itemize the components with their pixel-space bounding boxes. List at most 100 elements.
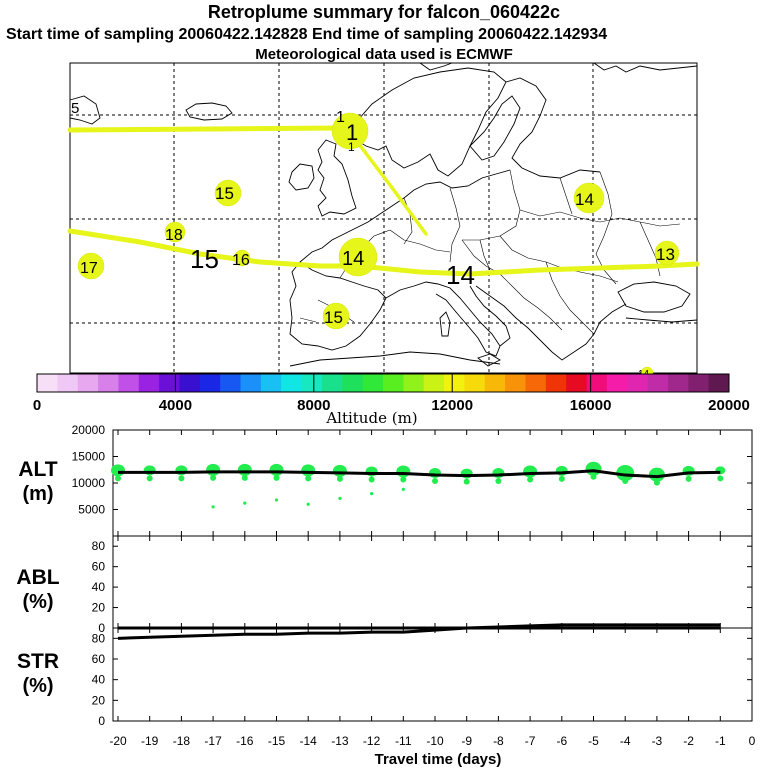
alt-cluster-marker bbox=[527, 476, 534, 483]
colorbar-tick-label: 4000 bbox=[159, 397, 192, 414]
x-tick-label: -14 bbox=[300, 734, 318, 748]
map-labels: 5 1 1 1 15 14 18 17 15 16 14 14 13 15 14 bbox=[71, 100, 675, 380]
colorbar-swatch bbox=[138, 374, 160, 392]
colorbar-swatch bbox=[321, 374, 343, 392]
map-label: 15 bbox=[324, 308, 343, 327]
x-tick-label: -5 bbox=[588, 734, 599, 748]
alt-cluster-marker bbox=[622, 478, 629, 485]
colorbar-swatch bbox=[525, 374, 547, 392]
cluster-circle bbox=[331, 112, 369, 150]
cluster-circle bbox=[322, 302, 350, 330]
colorbar-swatch bbox=[159, 374, 180, 392]
y-tick-label: 20 bbox=[92, 601, 106, 615]
y-tick-label: 80 bbox=[92, 631, 106, 645]
colorbar-swatch bbox=[383, 374, 404, 392]
x-tick-label: -20 bbox=[109, 734, 127, 748]
map-grid bbox=[70, 63, 697, 373]
map-label: 15 bbox=[190, 244, 219, 274]
colorbar-swatch bbox=[301, 374, 323, 392]
map-label: 14 bbox=[342, 248, 364, 270]
alt-low-cluster bbox=[306, 502, 310, 506]
alt-cluster-marker bbox=[495, 478, 502, 485]
colorbar-swatch bbox=[362, 374, 384, 392]
y-tick-label: 10000 bbox=[72, 476, 106, 490]
alt-cluster-marker bbox=[111, 464, 125, 477]
colorbar-title: Altitude (m) bbox=[325, 409, 417, 427]
x-tick-label: -8 bbox=[493, 734, 504, 748]
colorbar-tick-label: 0 bbox=[33, 397, 41, 414]
alt-low-cluster bbox=[370, 492, 374, 496]
colorbar-swatch bbox=[240, 374, 262, 392]
x-tick-label: -6 bbox=[556, 734, 567, 748]
colorbar-swatch bbox=[37, 374, 58, 392]
alt-mean-line bbox=[118, 469, 721, 479]
time-series-panels: 5000100001500020000020406080020406080-20… bbox=[72, 423, 756, 748]
colorbar-swatch bbox=[484, 374, 506, 392]
alt-unit: (m) bbox=[22, 483, 53, 505]
str-unit: (%) bbox=[22, 675, 53, 697]
abl-label: ABL bbox=[16, 566, 59, 589]
cluster-circle bbox=[77, 252, 105, 280]
colorbar-tick-label: 8000 bbox=[297, 397, 330, 414]
x-axis-label: Travel time (days) bbox=[375, 751, 502, 768]
colorbar-swatch bbox=[667, 374, 689, 392]
colorbar-swatch bbox=[566, 374, 588, 392]
alt-cluster-marker bbox=[653, 479, 660, 486]
x-tick-label: -10 bbox=[426, 734, 444, 748]
map-label: 13 bbox=[656, 245, 675, 264]
y-tick-label: 0 bbox=[98, 621, 105, 635]
x-tick-label: -12 bbox=[363, 734, 381, 748]
alt-cluster-marker bbox=[146, 475, 153, 482]
colorbar-tick-label: 20000 bbox=[708, 397, 750, 414]
colorbar-swatch bbox=[647, 374, 669, 392]
y-tick-label: 60 bbox=[92, 652, 106, 666]
alt-cluster-marker bbox=[616, 465, 635, 482]
x-tick-label: -7 bbox=[525, 734, 536, 748]
map-label: 15 bbox=[215, 184, 234, 203]
panel-frame bbox=[112, 627, 753, 722]
alt-low-cluster bbox=[243, 501, 247, 505]
str-label: STR bbox=[17, 650, 59, 673]
colorbar-swatch bbox=[403, 374, 425, 392]
alt-cluster-marker bbox=[241, 474, 248, 481]
colorbar-swatch bbox=[260, 374, 282, 392]
map-label: 16 bbox=[232, 252, 250, 269]
colorbar-swatch bbox=[423, 374, 445, 392]
map-label: 1 bbox=[346, 120, 358, 145]
colorbar-swatch bbox=[220, 374, 242, 392]
y-tick-label: 40 bbox=[92, 673, 106, 687]
x-tick-label: -2 bbox=[683, 734, 694, 748]
chart-title: Retroplume summary for falcon_060422c bbox=[207, 2, 561, 22]
colorbar-swatch bbox=[57, 374, 79, 392]
x-tick-label: -13 bbox=[331, 734, 349, 748]
map-frame bbox=[69, 62, 698, 374]
x-tick-label: -15 bbox=[268, 734, 286, 748]
alt-cluster-marker bbox=[210, 474, 217, 481]
colorbar-swatch bbox=[606, 374, 628, 392]
alt-cluster-marker bbox=[685, 475, 692, 482]
colorbar-swatch bbox=[342, 374, 364, 392]
colorbar-swatch bbox=[118, 374, 140, 392]
y-tick-label: 0 bbox=[98, 714, 105, 728]
x-tick-label: -18 bbox=[173, 734, 191, 748]
sampling-times: Start time of sampling 20060422.142828 E… bbox=[6, 26, 608, 43]
alt-cluster-marker bbox=[332, 464, 347, 477]
colorbar-swatch bbox=[281, 374, 303, 392]
alt-cluster-marker bbox=[178, 475, 185, 482]
alt-low-cluster bbox=[274, 498, 279, 502]
colorbar-swatch bbox=[586, 374, 608, 392]
cluster-markers bbox=[77, 112, 680, 380]
alt-cluster-marker bbox=[463, 478, 470, 485]
colorbar-swatch bbox=[708, 374, 730, 392]
str-line bbox=[117, 623, 721, 640]
y-tick-label: 40 bbox=[92, 580, 106, 594]
alt-low-cluster bbox=[211, 505, 215, 509]
colorbar-swatch bbox=[505, 374, 526, 392]
colorbar-swatch bbox=[444, 374, 465, 392]
alt-cluster-marker bbox=[273, 474, 280, 481]
colorbar-swatch bbox=[98, 374, 119, 392]
colorbar-swatch bbox=[627, 374, 649, 392]
colorbar-swatch bbox=[688, 374, 710, 392]
x-tick-label: -9 bbox=[461, 734, 472, 748]
map-label: 5 bbox=[71, 100, 79, 117]
